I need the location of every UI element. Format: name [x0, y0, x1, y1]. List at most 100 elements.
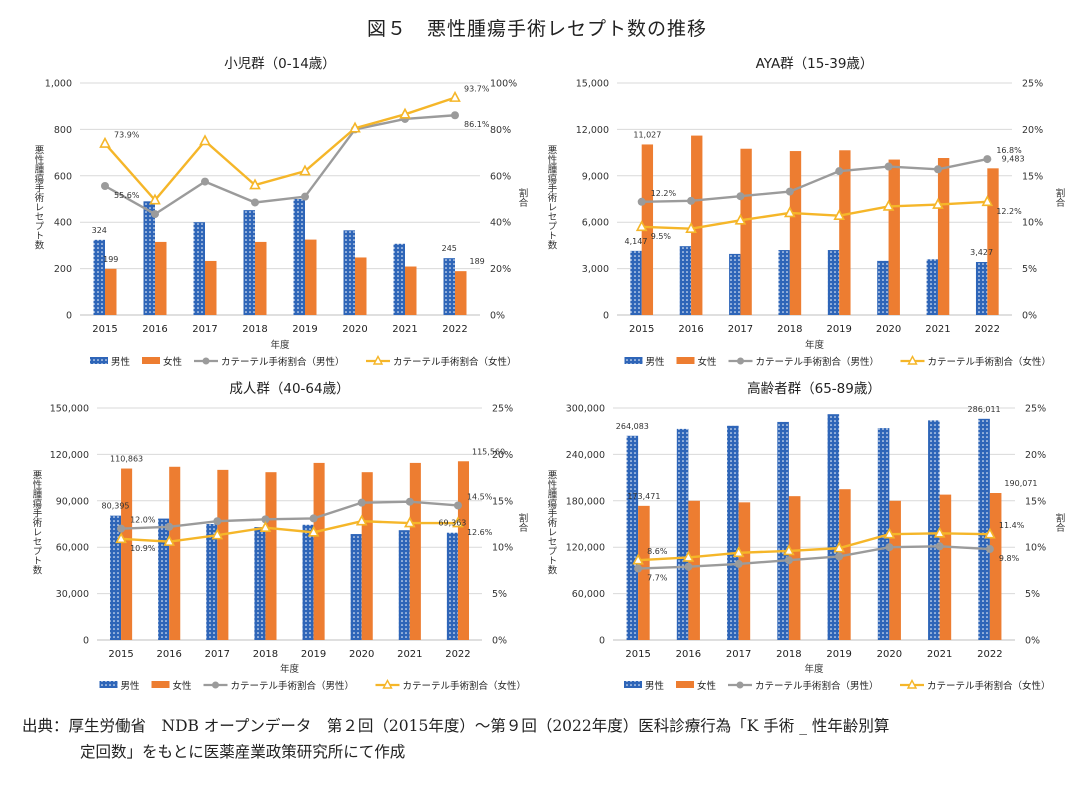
legend-label-male-ratio: カテーテル手術割合（男性）	[221, 356, 345, 368]
legend-marker-male-ratio	[202, 357, 210, 365]
y2-tick-label: 20%	[1025, 450, 1046, 461]
bar-male	[626, 435, 639, 640]
point-male-ratio	[637, 197, 646, 206]
legend-swatch-female	[676, 357, 695, 364]
line-female-ratio	[120, 520, 458, 543]
y2-tick-label: 40%	[490, 218, 511, 229]
point-male-ratio	[201, 177, 209, 186]
bar-male	[877, 428, 890, 640]
bar-female	[205, 260, 217, 315]
point-female-ratio	[115, 532, 127, 544]
chart-title: 成人群（40-64歳）	[229, 381, 349, 397]
y2-tick-label: 20%	[492, 450, 513, 461]
bar-male	[193, 222, 205, 315]
legend-swatch-male	[624, 681, 642, 688]
legend-label-female-ratio: カテーテル手術割合（女性）	[928, 356, 1052, 368]
bar-female	[889, 500, 901, 640]
x-tick-label: 2017	[192, 324, 217, 335]
point-female-ratio	[249, 178, 261, 190]
bar-female	[937, 158, 950, 315]
y2-tick-label: 80%	[490, 125, 511, 136]
y2-tick-label: 60%	[490, 171, 511, 182]
x-tick-label: 2017	[205, 649, 230, 660]
point-male-ratio	[301, 192, 309, 201]
y-tick-label: 200	[54, 264, 72, 275]
bar-female	[688, 500, 700, 640]
y-tick-label: 60,000	[572, 589, 605, 600]
y-tick-label: 0	[83, 636, 89, 647]
data-label: 9.5%	[651, 232, 672, 241]
bar-female	[405, 266, 417, 315]
point-male-ratio	[151, 210, 159, 219]
bar-female	[939, 494, 952, 640]
bar-female	[313, 462, 325, 640]
point-female-ratio	[307, 525, 320, 537]
chart-title: 小児群（0-14歳）	[224, 56, 336, 72]
legend-label-female: 女性	[173, 680, 193, 692]
y2-tick-label: 20%	[490, 264, 511, 275]
legend-swatch-female	[151, 681, 170, 688]
data-label: 190,071	[1004, 479, 1037, 488]
x-tick-label: 2018	[253, 649, 278, 660]
data-label: 324	[92, 226, 107, 235]
bar-male	[302, 524, 314, 640]
bar-male	[446, 532, 458, 640]
y2-tick-label: 20%	[1022, 125, 1043, 136]
legend-label-male: 男性	[645, 680, 665, 692]
data-label: 8.6%	[647, 547, 668, 556]
y-tick-label: 90,000	[56, 496, 89, 507]
x-tick-label: 2015	[108, 649, 133, 660]
point-male-ratio	[933, 165, 942, 174]
legend-marker-female-ratio	[382, 679, 393, 689]
point-female-ratio	[682, 550, 695, 562]
bar-male	[827, 414, 840, 640]
legend-marker-female-ratio	[907, 355, 918, 365]
point-female-ratio	[163, 534, 176, 546]
point-female-ratio	[299, 164, 311, 176]
chart-adult: 成人群（40-64歳） 0 0% 30,000 5% 60,000 10% 90,000 15%…	[31, 381, 529, 692]
bar-female	[839, 150, 851, 315]
legend-label-female-ratio: カテーテル手術割合（女性）	[403, 680, 527, 692]
data-label: 264,083	[616, 422, 649, 431]
source-note-line1: 出典：厚生労働省 NDB オープンデータ 第２回（2015年度）～第９回（202…	[22, 717, 890, 735]
x-tick-label: 2022	[977, 649, 1002, 660]
data-label: 115,560	[472, 447, 505, 456]
bar-male	[93, 239, 105, 315]
point-female-ratio	[734, 213, 747, 225]
bar-female	[839, 489, 851, 640]
bar-female	[638, 505, 650, 640]
point-female-ratio	[349, 121, 361, 133]
y2-axis-title: 割合	[517, 512, 529, 533]
point-female-ratio	[882, 199, 895, 211]
data-label: 199	[103, 255, 118, 264]
bar-male	[975, 261, 988, 315]
bar-male	[343, 230, 355, 315]
x-axis-title: 年度	[804, 663, 824, 675]
y-tick-label: 150,000	[50, 404, 89, 415]
y2-tick-label: 0%	[490, 311, 505, 322]
bar-male	[827, 250, 840, 315]
bar-male	[143, 201, 155, 315]
point-male-ratio	[261, 515, 270, 524]
data-label: 4,147	[625, 237, 648, 246]
bar-female	[409, 462, 421, 640]
y2-tick-label: 15%	[1022, 171, 1043, 182]
line-male-ratio	[638, 545, 990, 570]
point-male-ratio	[405, 497, 414, 506]
point-male-ratio	[634, 564, 643, 573]
legend-label-female-ratio: カテーテル手術割合（女性）	[393, 356, 517, 368]
data-label: 9,483	[1002, 154, 1025, 163]
point-male-ratio	[687, 196, 696, 205]
bar-female	[788, 496, 801, 640]
bar-male	[630, 250, 642, 315]
y-tick-label: 15,000	[576, 79, 609, 90]
data-label: 10.9%	[130, 544, 156, 553]
legend-label-male-ratio: カテーテル手術割合（男性）	[231, 680, 355, 692]
bar-female	[989, 493, 1002, 640]
y-tick-label: 6,000	[582, 218, 609, 229]
y2-tick-label: 100%	[490, 79, 517, 90]
point-male-ratio	[101, 182, 109, 191]
line-male-ratio	[641, 157, 988, 203]
bar-male	[350, 534, 362, 640]
bar-female	[987, 168, 999, 315]
